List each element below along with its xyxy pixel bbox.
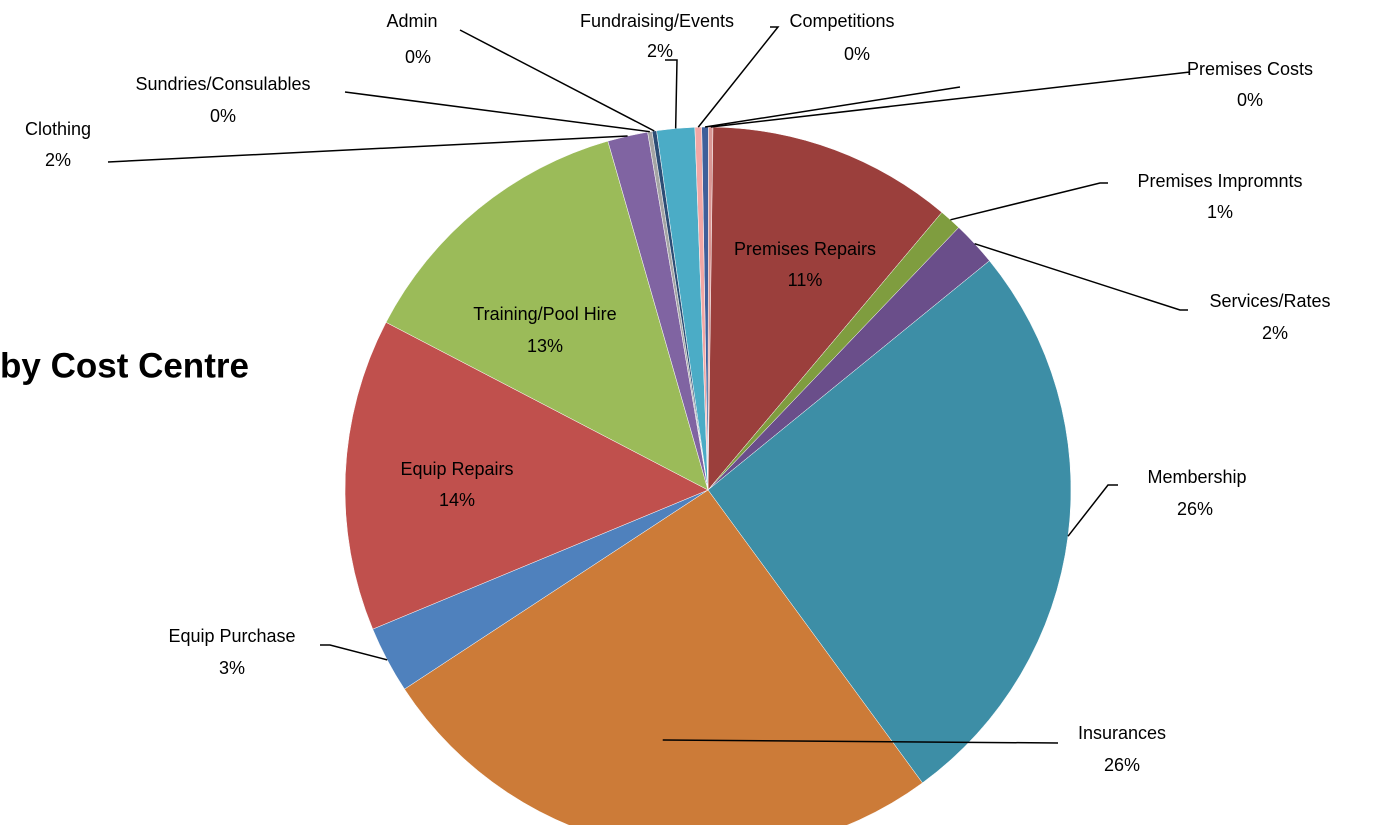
slice-label: Premises Costs <box>1187 59 1313 79</box>
pie-slice <box>344 321 709 630</box>
slice-value-label: 11% <box>788 270 823 290</box>
slice-label: Equip Purchase <box>168 626 295 646</box>
slice-label: Premises Impromnts <box>1137 171 1302 191</box>
slice-label: Competitions <box>789 11 894 31</box>
slice-label: Premises Repairs <box>734 239 876 259</box>
slice-value-label: 2% <box>647 41 673 61</box>
slice-label: Equip Repairs <box>400 459 513 479</box>
leader-line <box>662 739 1059 744</box>
pie-slice <box>707 260 1072 784</box>
slice-value-label: 26% <box>1177 499 1213 519</box>
leader-line <box>950 182 1108 221</box>
slice-label: Services/Rates <box>1209 291 1330 311</box>
slice-label: Fundraising/Events <box>580 11 734 31</box>
pie-slice <box>385 140 709 491</box>
leader-line <box>1067 484 1118 537</box>
slice-value-label: 13% <box>527 336 563 356</box>
slice-label: Membership <box>1147 467 1246 487</box>
slice-label: Insurances <box>1078 723 1166 743</box>
slice-label: Training/Pool Hire <box>473 304 616 324</box>
slice-value-label: 3% <box>219 658 245 678</box>
slice-value-label: 2% <box>1262 323 1288 343</box>
leader-line <box>704 86 961 128</box>
slice-value-label: 26% <box>1104 755 1140 775</box>
slice-value-label: 0% <box>1237 90 1263 110</box>
slice-value-label: 2% <box>45 150 71 170</box>
leader-line <box>107 135 628 163</box>
slice-label: Sundries/Consulables <box>135 74 310 94</box>
pie-slice <box>707 126 943 491</box>
leader-line <box>974 242 1188 311</box>
chart-title: by Cost Centre <box>0 346 249 385</box>
leader-line <box>344 91 650 133</box>
slice-value-label: 1% <box>1207 202 1233 222</box>
leader-line <box>320 644 388 661</box>
slice-label: Admin <box>386 11 437 31</box>
slice-value-label: 14% <box>439 490 475 510</box>
slice-value-label: 0% <box>210 106 236 126</box>
leader-line <box>710 71 1191 128</box>
slice-value-label: 0% <box>844 44 870 64</box>
leader-line <box>697 26 780 128</box>
slice-value-label: 0% <box>405 47 431 67</box>
leader-line <box>665 59 678 129</box>
slice-label: Clothing <box>25 119 91 139</box>
leader-line <box>459 29 655 132</box>
